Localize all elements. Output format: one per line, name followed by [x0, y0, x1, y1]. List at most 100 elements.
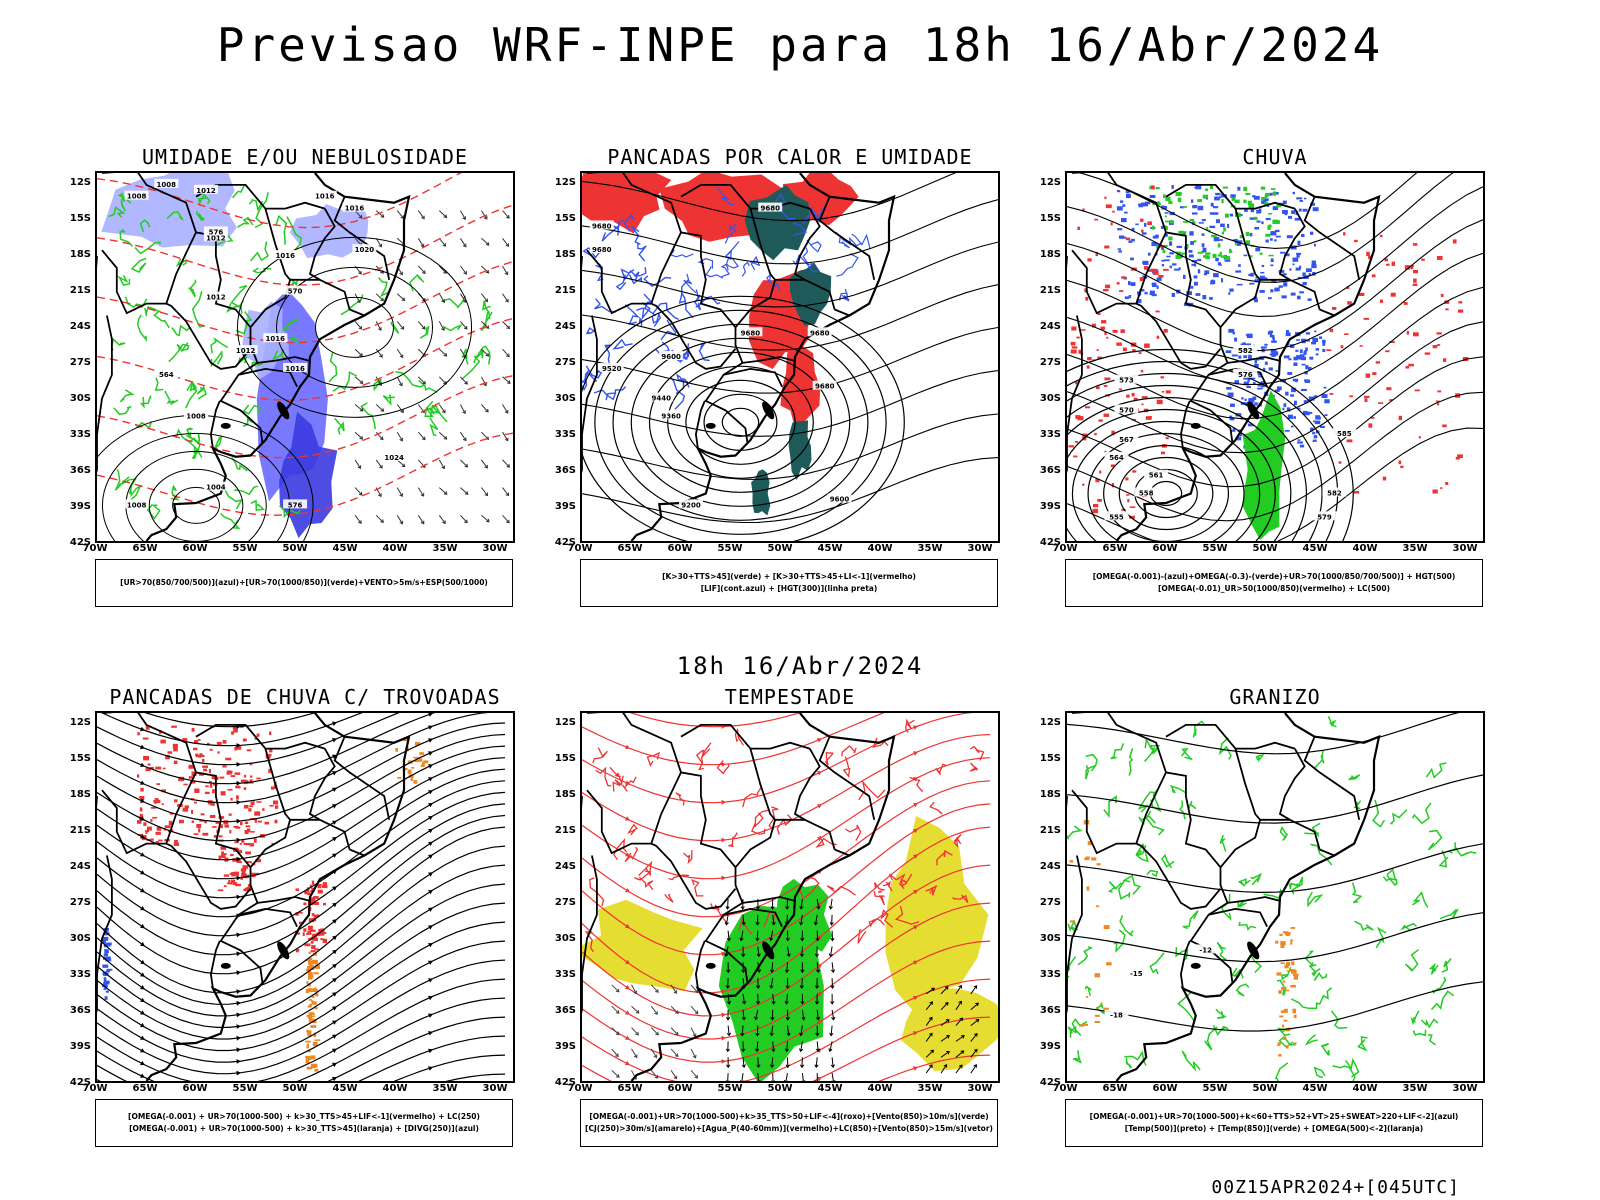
latitude-tick-label: 33S: [69, 969, 91, 980]
convection-red: [313, 914, 320, 918]
omega-red: [1346, 286, 1350, 289]
omega-500-orange: [1292, 973, 1299, 976]
convection-orange: [410, 777, 413, 782]
wind-vector: [396, 376, 403, 386]
convection-red: [218, 824, 223, 829]
convection-red: [191, 771, 197, 776]
wind-vector-head: [799, 953, 805, 958]
longitude-tick-label: 45W: [817, 543, 843, 554]
wind-vector-850: [786, 1041, 788, 1052]
longitude-tick-label: 55W: [717, 1083, 743, 1094]
convection-orange: [312, 953, 318, 956]
map-canvas: [582, 713, 998, 1081]
omega-red: [1389, 399, 1393, 401]
panel-chuva: CHUVA 12S 15S 18S 21S 24S 27S 30S 33S 36S 39S 42S 58…: [1025, 145, 1495, 615]
lifted-index-contour: [605, 386, 627, 401]
omega-red: [1122, 347, 1127, 352]
lifted-index-contour: [724, 223, 737, 244]
omega-red: [1391, 261, 1395, 266]
streamline-arrow: [332, 738, 337, 743]
omega-red: [1371, 274, 1376, 278]
omega-blue: [1312, 432, 1316, 435]
convection-red: [220, 846, 227, 850]
wind-vector-head: [755, 985, 761, 989]
streamline-arrow: [140, 1073, 145, 1078]
humidity-low-levels-contour: [117, 192, 129, 203]
convection-red: [246, 861, 252, 863]
omega-500-orange: [1096, 863, 1101, 866]
convection-red: [197, 739, 201, 741]
convection-red: [231, 731, 234, 735]
longitude-tick-label: 65W: [1102, 1083, 1128, 1094]
wind-vector-850: [690, 1005, 699, 1014]
temp-850-contour: [1219, 834, 1227, 852]
wind-vector-850: [940, 986, 949, 995]
wind-vector-850: [801, 978, 803, 989]
convection-red: [191, 809, 194, 814]
omega-blue: [1192, 205, 1198, 209]
omega-blue: [1149, 195, 1156, 199]
convection-orange: [305, 959, 309, 962]
wind-vector-head: [929, 1032, 933, 1037]
wind-vector-head: [379, 436, 384, 441]
omega-blue: [1243, 254, 1248, 257]
wind-850-green: [718, 905, 824, 1081]
wind-vector-head: [830, 1001, 835, 1005]
precipitable-water-contour: [634, 870, 652, 881]
omega-red: [1116, 342, 1122, 346]
streamline-arrow: [721, 951, 726, 957]
border-line-9: [1235, 741, 1296, 750]
contour-label: -15: [1130, 970, 1143, 978]
omega-red: [1129, 506, 1136, 508]
convection-red: [256, 777, 261, 780]
wind-vector-850: [925, 987, 935, 995]
omega-blue: [1285, 332, 1291, 337]
latitude-tick-label: 33S: [1039, 429, 1061, 440]
omega-red: [1099, 470, 1102, 474]
contour-label-bg: [812, 380, 837, 390]
omega-blue: [1202, 295, 1207, 300]
temp-850-contour: [1238, 921, 1257, 931]
omega-blue: [1297, 240, 1301, 245]
legend-line: [OMEGA(-0.001)+UR>70(1000-500)+k<60+TTS>…: [1089, 1112, 1459, 1121]
convection-red: [193, 833, 199, 835]
omega-blue: [1166, 255, 1171, 258]
omega-blue: [1296, 339, 1300, 341]
omega-blue: [1300, 356, 1306, 361]
wind-vector-head: [724, 921, 729, 926]
wind-vector-head: [401, 297, 406, 301]
omega-red: [1097, 499, 1102, 502]
convection-orange: [310, 1064, 316, 1069]
omega-red: [1082, 208, 1085, 212]
latitude-axis: 12S 15S 18S 21S 24S 27S 30S 33S 36S 39S 42S: [540, 171, 578, 548]
omega-blue: [1215, 192, 1221, 196]
longitude-tick-label: 40W: [867, 543, 893, 554]
convection-red: [202, 765, 209, 768]
wind-vector-850: [611, 1005, 620, 1014]
latitude-tick-label: 33S: [554, 429, 576, 440]
streamline-250: [97, 997, 506, 1081]
wind-vector-head: [784, 969, 790, 974]
convection-orange: [308, 1050, 311, 1053]
wind-vector: [459, 431, 467, 441]
panel-legend: [UR>70(850/700/500)](azul)+[UR>70(1000/8…: [95, 559, 513, 607]
omega-blue: [1261, 221, 1264, 225]
omega-blue: [1171, 293, 1176, 297]
wind-vector-head: [655, 1031, 659, 1036]
wind-vector-850: [940, 1064, 948, 1074]
omega-green: [1221, 199, 1224, 204]
streamline-arrow: [817, 804, 822, 809]
convection-orange: [311, 994, 315, 999]
convection-red: [223, 874, 230, 877]
omega-green: [1276, 204, 1282, 208]
map-frame: 1008 1008 1012 1016 1016 1012 1020 1016 1012 1016…: [95, 171, 515, 543]
omega-blue: [1293, 362, 1298, 366]
latitude-tick-label: 36S: [69, 465, 91, 476]
omega-blue: [1161, 259, 1165, 262]
streamline-850: [582, 713, 974, 804]
humidity-low-levels-contour: [286, 216, 302, 252]
omega-blue: [1219, 263, 1222, 266]
border-line-0: [1072, 713, 1234, 983]
omega-red: [1141, 403, 1144, 406]
convection-red: [314, 948, 319, 951]
